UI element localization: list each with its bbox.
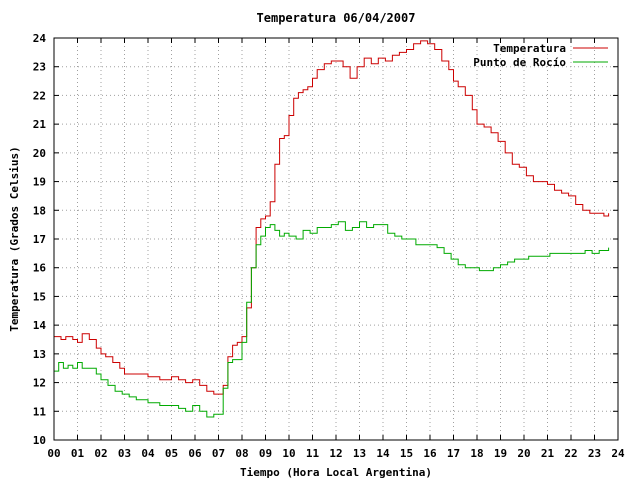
y-tick-label: 24 <box>33 32 47 45</box>
series-lines <box>54 40 610 418</box>
x-tick-label: 11 <box>306 447 320 460</box>
y-tick-label: 23 <box>33 61 46 74</box>
y-tick-label: 15 <box>33 290 46 303</box>
x-tick-label: 07 <box>212 447 225 460</box>
y-tick-label: 12 <box>33 377 46 390</box>
legend: Temperatura Punto de Rocío <box>473 42 608 69</box>
y-tick-label: 13 <box>33 348 46 361</box>
x-tick-label: 17 <box>447 447 460 460</box>
series-line-punto-de-rocio <box>54 221 610 418</box>
x-tick-label: 09 <box>259 447 272 460</box>
x-tick-label: 08 <box>235 447 248 460</box>
grid-lines <box>54 38 618 440</box>
y-tick-label: 19 <box>33 176 46 189</box>
x-tick-label: 24 <box>611 447 625 460</box>
x-tick-label: 16 <box>423 447 437 460</box>
x-tick-label: 22 <box>564 447 577 460</box>
y-tick-label: 10 <box>33 434 46 447</box>
y-tick-label: 14 <box>33 319 47 332</box>
y-tick-label: 16 <box>33 262 47 275</box>
x-tick-label: 13 <box>353 447 366 460</box>
legend-label-temperatura: Temperatura <box>493 42 566 55</box>
y-tick-label: 22 <box>33 89 46 102</box>
x-tick-label: 00 <box>47 447 60 460</box>
series-line-temperatura <box>54 40 610 395</box>
x-tick-label: 18 <box>470 447 483 460</box>
x-tick-label: 10 <box>282 447 295 460</box>
x-tick-label: 03 <box>118 447 131 460</box>
x-tick-label: 06 <box>188 447 202 460</box>
x-tick-label: 15 <box>400 447 413 460</box>
y-tick-label: 17 <box>33 233 46 246</box>
x-tick-label: 04 <box>141 447 155 460</box>
tick-labels: 00 01 02 03 04 05 06 07 08 09 10 11 12 13 14 15 16 17 18 19… <box>33 32 625 460</box>
y-axis-label: Temperatura (Grados Celsius) <box>8 146 21 331</box>
x-tick-label: 19 <box>494 447 507 460</box>
x-tick-label: 12 <box>329 447 342 460</box>
y-tick-label: 20 <box>33 147 46 160</box>
x-tick-label: 23 <box>588 447 601 460</box>
x-tick-label: 01 <box>71 447 85 460</box>
y-tick-label: 21 <box>33 118 47 131</box>
y-tick-label: 18 <box>33 204 46 217</box>
plot-frame <box>53 37 619 441</box>
x-tick-label: 05 <box>165 447 178 460</box>
x-tick-label: 02 <box>94 447 107 460</box>
chart-title: Temperatura 06/04/2007 <box>257 11 416 25</box>
y-tick-label: 11 <box>33 405 47 418</box>
x-tick-label: 21 <box>541 447 555 460</box>
x-axis-label: Tiempo (Hora Local Argentina) <box>240 466 432 479</box>
legend-label-punto-de-rocio: Punto de Rocío <box>473 56 566 69</box>
x-tick-label: 20 <box>517 447 530 460</box>
x-tick-label: 14 <box>376 447 390 460</box>
